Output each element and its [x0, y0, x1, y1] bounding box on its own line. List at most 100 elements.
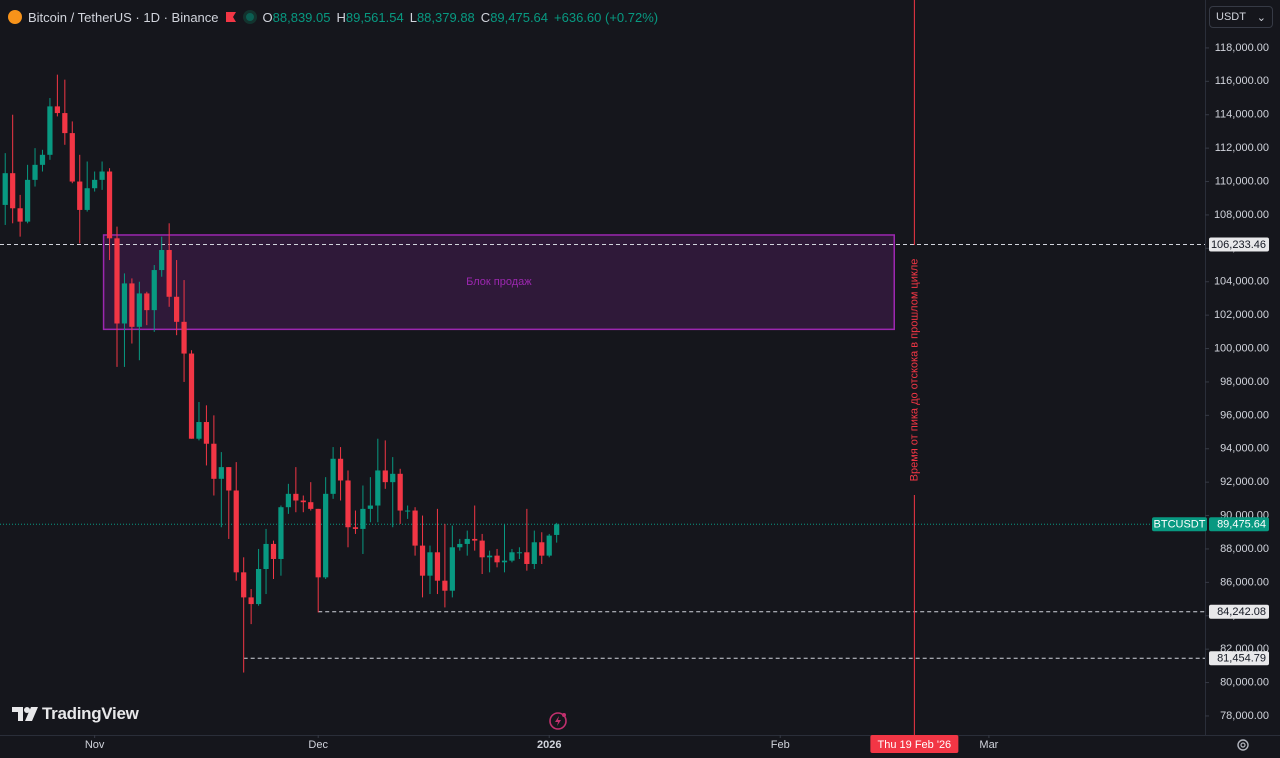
logo-icon	[12, 707, 38, 721]
ohlc-key: L	[409, 9, 417, 25]
candle-body	[188, 353, 195, 439]
candle-body	[285, 493, 292, 508]
flag-icon[interactable]	[225, 11, 237, 23]
y-tick-label: 112,000.00	[1215, 142, 1269, 154]
candle-body	[24, 179, 31, 222]
date-box	[870, 735, 959, 753]
logo: TradingView	[12, 704, 139, 724]
candle-body	[278, 507, 284, 559]
candle-body	[203, 422, 210, 444]
candle-body	[121, 283, 128, 324]
candle-body	[270, 543, 277, 559]
candle-body	[539, 542, 545, 556]
x-tick-label: Nov	[85, 739, 105, 751]
candle-body	[10, 173, 16, 209]
y-tick-label: 94,000.00	[1220, 443, 1269, 455]
level-price-label: 106,233.46	[1211, 239, 1266, 251]
symbol-label: BTCUSDT	[1154, 519, 1206, 531]
gear-icon[interactable]	[1237, 739, 1249, 751]
candle-body	[427, 552, 433, 576]
candle-body	[516, 552, 523, 554]
candle-body	[92, 179, 98, 189]
candle-body	[509, 552, 515, 561]
y-tick-label: 100,000.00	[1214, 342, 1269, 354]
candle-body	[375, 470, 381, 506]
ohlc-value: 89,475.64	[490, 9, 549, 25]
candle-body	[472, 538, 478, 541]
symbol-title[interactable]: Bitcoin / TetherUS · 1D · Binance	[28, 9, 219, 25]
candle-body	[293, 493, 299, 501]
last-price-label: 89,475.64	[1217, 519, 1266, 531]
ohlc-key: H	[336, 9, 346, 25]
x-tick-label: 2026	[537, 739, 561, 751]
candle-body	[174, 296, 180, 322]
candle-body	[159, 250, 165, 271]
zone-label: Блок продаж	[466, 276, 532, 288]
date-label: Thu 19 Feb '26	[878, 739, 952, 751]
candle-body	[300, 500, 306, 503]
candle-body	[419, 545, 426, 576]
candle-body	[181, 321, 187, 354]
y-tick-label: 98,000.00	[1220, 376, 1269, 388]
alert-icon[interactable]	[549, 712, 567, 730]
header: Bitcoin / TetherUS · 1D · Binance O88,83…	[8, 8, 658, 26]
y-tick-label: 80,000.00	[1220, 676, 1269, 688]
candle-body	[99, 171, 105, 180]
candle-body	[531, 542, 537, 564]
candle-body	[390, 473, 396, 483]
candle-body	[360, 508, 366, 529]
x-tick-label: Dec	[308, 739, 328, 751]
candle-body	[47, 106, 53, 155]
symbol-icon	[8, 10, 22, 24]
status-icon	[242, 10, 257, 24]
candle-body	[464, 538, 470, 544]
y-tick-label: 114,000.00	[1215, 109, 1269, 121]
candle-body	[434, 552, 441, 581]
level-price-box	[1209, 651, 1269, 666]
candle-body	[554, 524, 560, 535]
y-tick-label: 108,000.00	[1214, 209, 1269, 221]
x-tick-label: Feb	[771, 739, 790, 751]
candle-body	[323, 493, 329, 578]
y-tick-label: 86,000.00	[1220, 576, 1269, 588]
ohlc-key: O	[262, 9, 273, 25]
y-tick-label: 92,000.00	[1220, 476, 1269, 488]
candle-body	[211, 443, 217, 479]
logo-text: TradingView	[42, 704, 139, 723]
candle-body	[106, 171, 113, 239]
candle-body	[144, 293, 150, 311]
ohlc-item: C89,475.64	[481, 10, 548, 25]
y-tick-label: 102,000.00	[1214, 309, 1269, 321]
candle-body	[308, 502, 314, 509]
candle-body	[84, 188, 90, 210]
candle-body	[151, 270, 157, 311]
ohlc-value: 89,561.54	[345, 9, 404, 25]
dropdown-arrow: ⌄	[1256, 11, 1266, 24]
candle-body	[457, 543, 463, 548]
candle-body	[494, 555, 500, 563]
candle-body	[54, 106, 60, 114]
x-tick-label: Mar	[979, 739, 998, 751]
y-tick-label: 104,000.00	[1214, 276, 1269, 288]
candle-body	[39, 154, 46, 165]
y-tick-label: 96,000.00	[1220, 409, 1269, 421]
candle-body	[337, 458, 344, 481]
y-tick-label: 78,000.00	[1220, 710, 1269, 722]
candle-body	[166, 250, 172, 297]
ohlc-values: O88,839.05 H89,561.54 L88,379.88 C89,475.64	[263, 10, 549, 25]
candle-body	[196, 422, 202, 439]
candle-body	[2, 173, 8, 205]
candle-body	[62, 113, 68, 134]
candle-body	[255, 568, 262, 605]
currency-select[interactable]: USDT ⌄	[1209, 6, 1273, 28]
symbol-box	[1152, 517, 1207, 532]
candle-body	[412, 510, 418, 546]
candle-body	[367, 505, 373, 509]
vertical-marker-text: Время от пика до отскока в прошлом цикле	[908, 259, 920, 482]
y-tick-label: 116,000.00	[1215, 75, 1269, 87]
candle-body	[114, 238, 120, 324]
